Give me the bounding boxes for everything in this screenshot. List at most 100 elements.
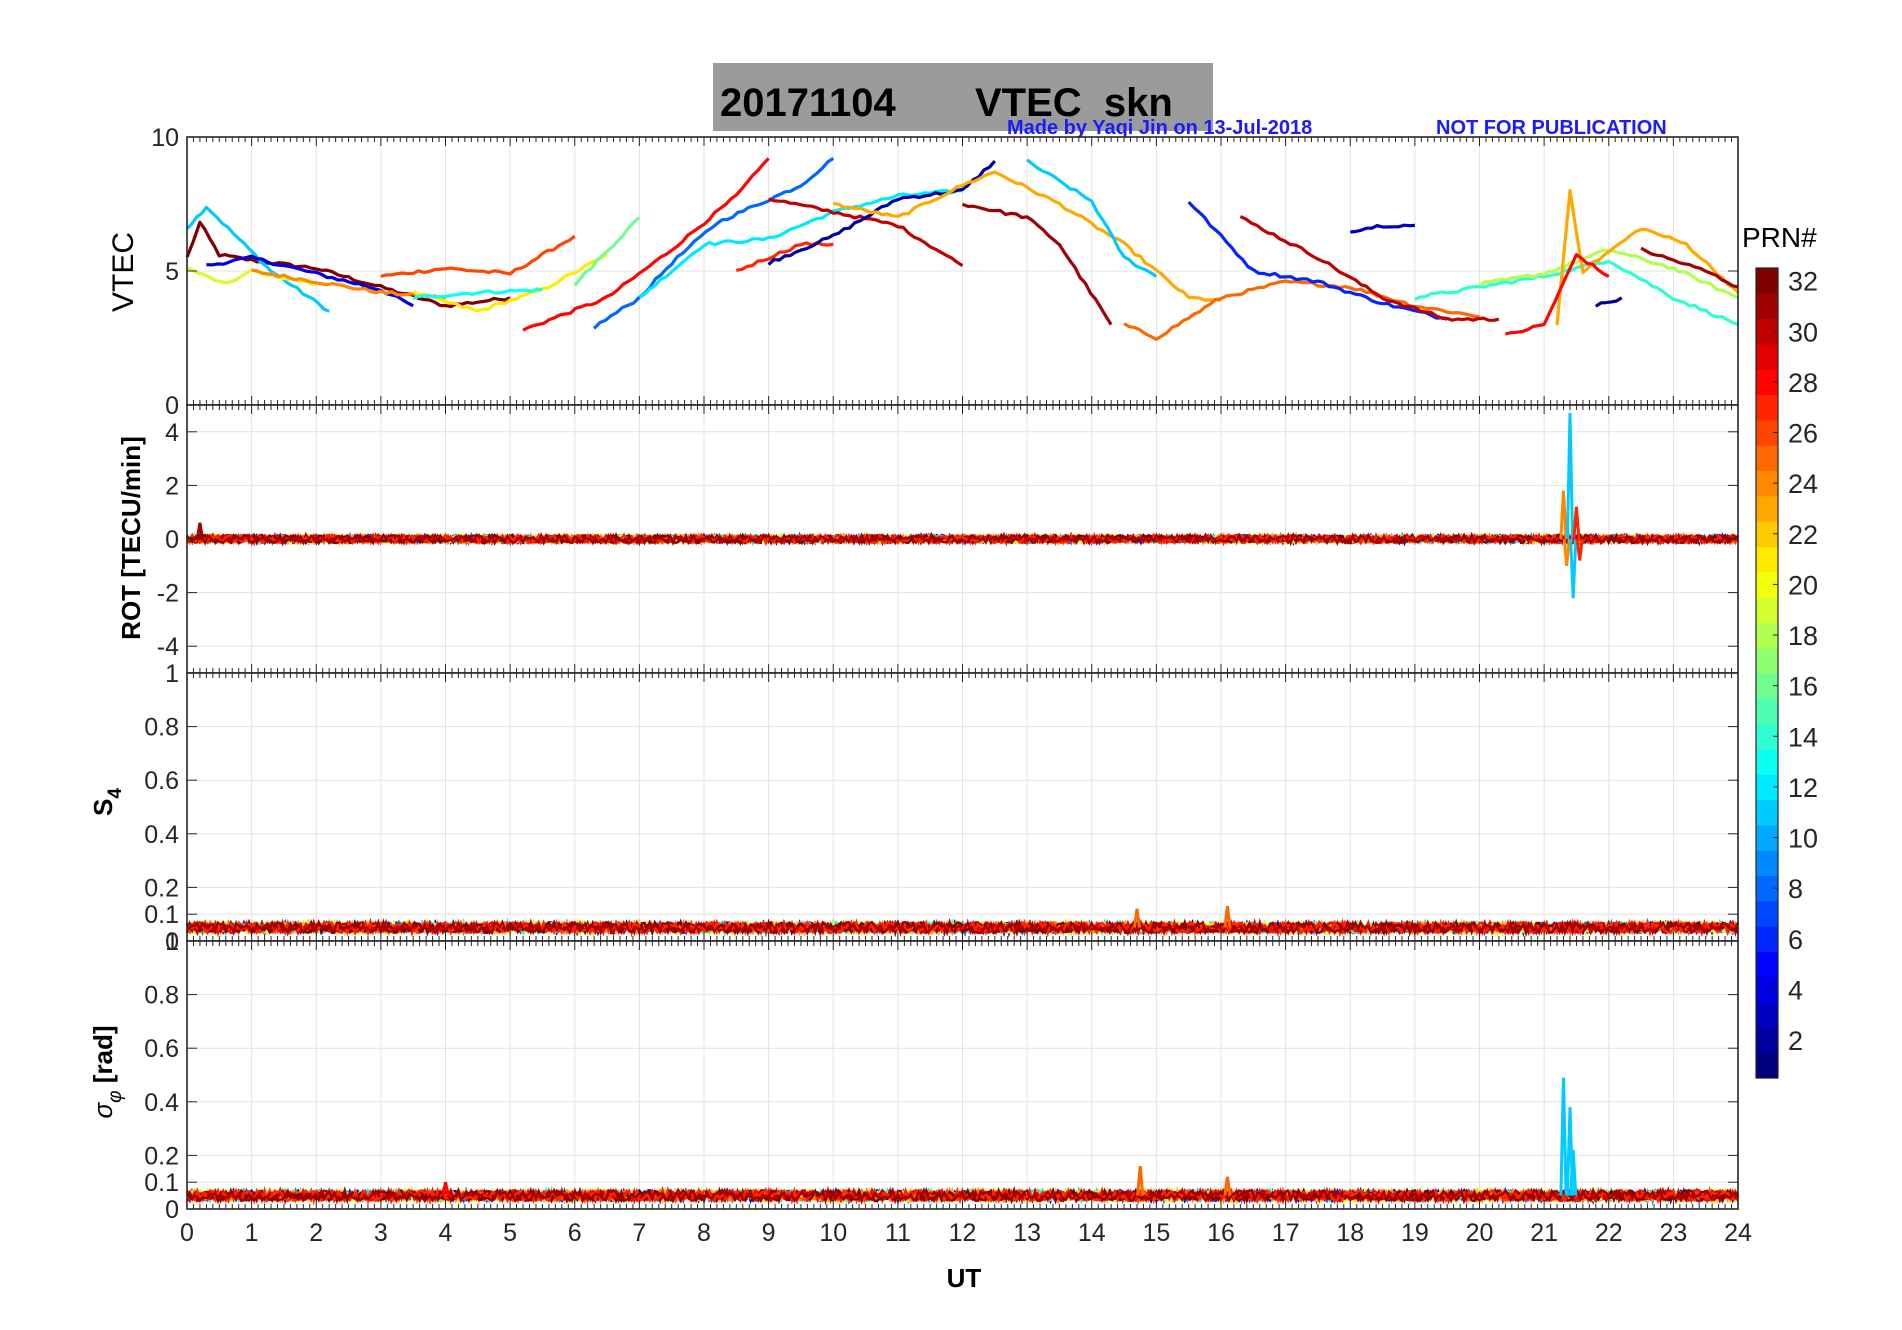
sigma-phi-ylabel: σφ [rad] xyxy=(88,1025,126,1118)
spike-mark xyxy=(1572,506,1581,540)
colorbar-tick-label: 4 xyxy=(1788,975,1803,1005)
colorbar-label: PRN# xyxy=(1742,222,1817,253)
notice-text: NOT FOR PUBLICATION xyxy=(1436,117,1667,139)
colorbar-tick-label: 24 xyxy=(1788,469,1818,499)
x-tick-label: 16 xyxy=(1207,1219,1235,1247)
y-tick-label: 0.8 xyxy=(144,982,179,1010)
colorbar-tick-label: 32 xyxy=(1788,267,1818,297)
colorbar-tick-label: 18 xyxy=(1788,621,1818,651)
colorbar-swatch xyxy=(1756,875,1778,902)
colorbar-tick-label: 22 xyxy=(1788,520,1818,550)
vtec-series-line xyxy=(833,170,1222,303)
y-tick-label: 1 xyxy=(165,928,179,956)
vtec-series-line xyxy=(961,202,1113,326)
spike-mark xyxy=(1136,1165,1145,1196)
y-tick-label: 0.6 xyxy=(144,767,179,795)
y-tick-label: 10 xyxy=(151,124,179,152)
x-tick-label: 23 xyxy=(1659,1219,1687,1247)
spike-mark xyxy=(1223,906,1232,928)
colorbar-swatch xyxy=(1756,673,1778,699)
x-axis-label: UT xyxy=(947,1263,982,1293)
spike-mark xyxy=(1569,1149,1578,1196)
x-tick-label: 22 xyxy=(1595,1219,1623,1247)
colorbar-swatch xyxy=(1756,774,1778,801)
spike-mark xyxy=(1575,538,1584,561)
x-tick-label: 17 xyxy=(1272,1219,1300,1247)
x-tick-label: 12 xyxy=(949,1219,977,1247)
title-date: 20171104 xyxy=(720,81,897,125)
colorbar-swatch xyxy=(1756,318,1778,345)
noise-trace xyxy=(186,531,1739,547)
spike-mark xyxy=(1565,412,1575,540)
spike-mark xyxy=(1559,490,1568,540)
colorbar-tick-label: 26 xyxy=(1788,419,1818,449)
y-tick-label: -2 xyxy=(157,580,179,608)
vtec-ylabel: VTEC xyxy=(107,232,140,312)
vtec-series-line xyxy=(1350,223,1415,234)
y-tick-label: 0.2 xyxy=(144,874,179,902)
colorbar-tick-label: 20 xyxy=(1788,570,1818,600)
x-tick-label: 11 xyxy=(885,1219,911,1247)
colorbar-swatch xyxy=(1756,850,1778,877)
y-tick-label: 0.6 xyxy=(144,1035,179,1063)
colorbar-swatch xyxy=(1756,470,1778,497)
colorbar-tick-label: 14 xyxy=(1788,722,1818,752)
x-tick-label: 21 xyxy=(1530,1219,1558,1247)
vtec-series-line xyxy=(638,188,963,299)
colorbar-swatch xyxy=(1756,976,1778,1003)
vtec-series-line xyxy=(251,268,446,300)
colorbar-swatch xyxy=(1756,268,1778,294)
x-tick-label: 1 xyxy=(245,1219,259,1247)
vtec-series-line xyxy=(412,287,543,301)
y-tick-label: 1 xyxy=(165,660,179,688)
y-tick-label: 0.1 xyxy=(144,1169,179,1197)
colorbar-swatch xyxy=(1756,394,1778,421)
colorbar-swatch xyxy=(1756,1027,1778,1054)
vtec-series-line xyxy=(1123,279,1480,341)
x-tick-label: 10 xyxy=(819,1219,847,1247)
x-tick-label: 3 xyxy=(374,1219,388,1247)
colorbar-swatch xyxy=(1756,597,1778,623)
y-tick-label: 0.2 xyxy=(144,1142,179,1170)
vtec-series-line xyxy=(206,254,414,308)
vtec-panel: 0 5 10 xyxy=(151,124,1740,420)
x-tick-label: 5 xyxy=(503,1219,517,1247)
colorbar-frame xyxy=(1755,267,1779,1079)
x-tick-label: 14 xyxy=(1078,1219,1106,1247)
spike-mark xyxy=(195,522,204,540)
vtec-series-line xyxy=(412,253,608,313)
x-tick-label: 6 xyxy=(568,1219,582,1247)
x-tick-label: 20 xyxy=(1466,1219,1494,1247)
x-tick-label: 15 xyxy=(1142,1219,1170,1247)
x-tick-label: 13 xyxy=(1013,1219,1041,1247)
noise-trace xyxy=(185,918,1739,938)
vtec-series-line xyxy=(1239,215,1500,322)
colorbar-swatch xyxy=(1756,546,1778,573)
colorbar-tick-label: 8 xyxy=(1788,874,1803,904)
y-tick-label: -4 xyxy=(157,633,179,661)
rot-ylabel: ROT [TECU/min] xyxy=(116,436,146,640)
x-tick-label: 8 xyxy=(697,1219,711,1247)
colorbar-swatch xyxy=(1756,622,1778,649)
colorbar-tick-label: 12 xyxy=(1788,773,1818,803)
vtec-series-line xyxy=(592,157,835,330)
x-tick-label: 19 xyxy=(1401,1219,1429,1247)
noise-trace xyxy=(186,1185,1739,1206)
y-tick-label: 0.1 xyxy=(144,901,179,929)
colorbar-swatch xyxy=(1756,521,1778,548)
y-tick-label: 5 xyxy=(165,258,179,286)
colorbar-swatch xyxy=(1756,571,1778,598)
x-tick-label: 24 xyxy=(1724,1219,1752,1247)
spike-mark xyxy=(1569,538,1578,599)
y-tick-label: 0.8 xyxy=(144,714,179,742)
colorbar-tick-label: 30 xyxy=(1788,317,1818,347)
colorbar-swatch xyxy=(1756,495,1778,522)
noise-trace xyxy=(185,917,1740,938)
vtec-series-line xyxy=(1594,296,1623,308)
colorbar-swatch xyxy=(1756,647,1778,674)
x-tick-label: 9 xyxy=(762,1219,776,1247)
colorbar-swatch xyxy=(1756,799,1778,826)
colorbar-swatch xyxy=(1756,824,1778,851)
y-tick-label: 4 xyxy=(165,419,179,447)
